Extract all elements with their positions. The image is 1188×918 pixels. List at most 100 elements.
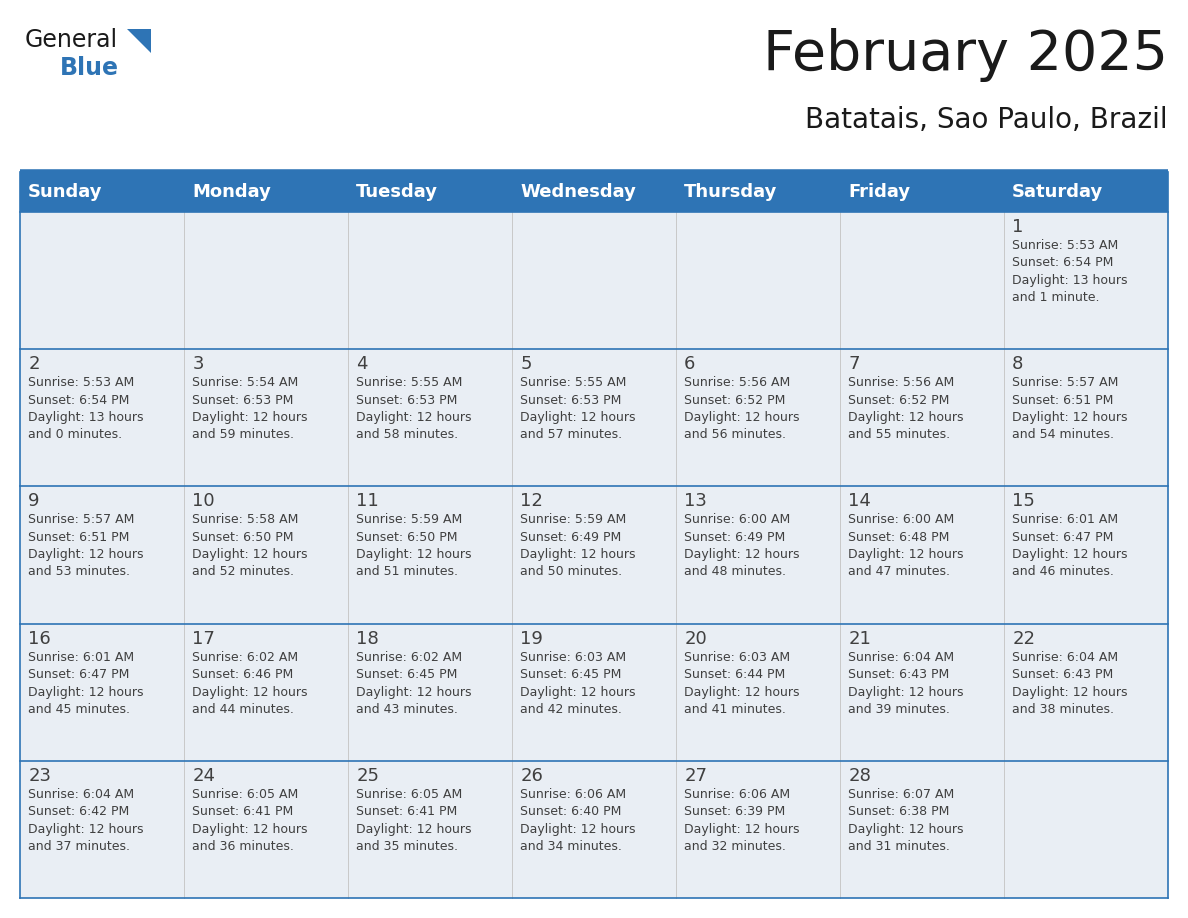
Text: Sunset: 6:42 PM: Sunset: 6:42 PM: [29, 805, 129, 818]
Text: Sunrise: 5:53 AM: Sunrise: 5:53 AM: [1012, 239, 1118, 252]
Bar: [348, 623, 512, 761]
Text: Sunrise: 6:03 AM: Sunrise: 6:03 AM: [520, 651, 626, 664]
Text: Friday: Friday: [848, 183, 910, 201]
Text: 2: 2: [29, 355, 39, 374]
Text: Daylight: 12 hours
and 55 minutes.: Daylight: 12 hours and 55 minutes.: [848, 411, 963, 442]
Text: Daylight: 12 hours
and 56 minutes.: Daylight: 12 hours and 56 minutes.: [684, 411, 800, 442]
Text: Daylight: 12 hours
and 41 minutes.: Daylight: 12 hours and 41 minutes.: [684, 686, 800, 716]
Bar: [676, 623, 840, 761]
Text: Sunrise: 5:59 AM: Sunrise: 5:59 AM: [356, 513, 462, 526]
Text: Sunrise: 5:53 AM: Sunrise: 5:53 AM: [29, 376, 134, 389]
Text: Sunrise: 5:56 AM: Sunrise: 5:56 AM: [848, 376, 954, 389]
Text: Sunset: 6:45 PM: Sunset: 6:45 PM: [356, 668, 457, 681]
Bar: [840, 623, 1004, 761]
Text: 7: 7: [848, 355, 860, 374]
Text: Daylight: 13 hours
and 0 minutes.: Daylight: 13 hours and 0 minutes.: [29, 411, 144, 442]
Text: Sunset: 6:51 PM: Sunset: 6:51 PM: [1012, 394, 1113, 407]
Text: 13: 13: [684, 492, 707, 510]
Bar: [1004, 623, 1168, 761]
Text: Batatais, Sao Paulo, Brazil: Batatais, Sao Paulo, Brazil: [805, 106, 1168, 134]
Text: Sunrise: 6:04 AM: Sunrise: 6:04 AM: [848, 651, 954, 664]
Text: Daylight: 12 hours
and 32 minutes.: Daylight: 12 hours and 32 minutes.: [684, 823, 800, 853]
Text: Daylight: 12 hours
and 43 minutes.: Daylight: 12 hours and 43 minutes.: [356, 686, 472, 716]
Text: Sunset: 6:46 PM: Sunset: 6:46 PM: [192, 668, 293, 681]
Bar: [348, 172, 512, 212]
Text: Wednesday: Wednesday: [520, 183, 636, 201]
Text: 28: 28: [848, 767, 871, 785]
Text: Sunrise: 6:06 AM: Sunrise: 6:06 AM: [520, 788, 626, 800]
Text: 26: 26: [520, 767, 543, 785]
Text: 11: 11: [356, 492, 379, 510]
Text: Sunrise: 6:03 AM: Sunrise: 6:03 AM: [684, 651, 790, 664]
Bar: [512, 212, 676, 349]
Text: Sunset: 6:49 PM: Sunset: 6:49 PM: [684, 531, 785, 543]
Bar: [184, 623, 348, 761]
Text: Sunset: 6:54 PM: Sunset: 6:54 PM: [1012, 256, 1113, 270]
Text: Sunrise: 5:59 AM: Sunrise: 5:59 AM: [520, 513, 626, 526]
Text: Sunrise: 6:05 AM: Sunrise: 6:05 AM: [356, 788, 462, 800]
Text: 10: 10: [192, 492, 215, 510]
Text: Daylight: 12 hours
and 44 minutes.: Daylight: 12 hours and 44 minutes.: [192, 686, 308, 716]
Text: 25: 25: [356, 767, 379, 785]
Text: Sunset: 6:39 PM: Sunset: 6:39 PM: [684, 805, 785, 818]
Text: 24: 24: [192, 767, 215, 785]
Text: Sunday: Sunday: [29, 183, 102, 201]
Text: 20: 20: [684, 630, 707, 647]
Text: Daylight: 12 hours
and 39 minutes.: Daylight: 12 hours and 39 minutes.: [848, 686, 963, 716]
Text: Daylight: 12 hours
and 52 minutes.: Daylight: 12 hours and 52 minutes.: [192, 548, 308, 578]
Bar: [348, 349, 512, 487]
Text: Daylight: 12 hours
and 31 minutes.: Daylight: 12 hours and 31 minutes.: [848, 823, 963, 853]
Text: General: General: [25, 28, 118, 52]
Text: 17: 17: [192, 630, 215, 647]
Text: Sunset: 6:41 PM: Sunset: 6:41 PM: [356, 805, 457, 818]
Text: Thursday: Thursday: [684, 183, 778, 201]
Bar: [20, 487, 184, 623]
Bar: [184, 487, 348, 623]
Bar: [676, 487, 840, 623]
Text: Sunrise: 5:57 AM: Sunrise: 5:57 AM: [1012, 376, 1119, 389]
Text: Daylight: 12 hours
and 34 minutes.: Daylight: 12 hours and 34 minutes.: [520, 823, 636, 853]
Bar: [840, 487, 1004, 623]
Text: Daylight: 12 hours
and 51 minutes.: Daylight: 12 hours and 51 minutes.: [356, 548, 472, 578]
Bar: [512, 761, 676, 898]
Text: 21: 21: [848, 630, 871, 647]
Bar: [512, 623, 676, 761]
Polygon shape: [127, 29, 151, 53]
Text: Daylight: 12 hours
and 48 minutes.: Daylight: 12 hours and 48 minutes.: [684, 548, 800, 578]
Bar: [676, 349, 840, 487]
Text: Daylight: 12 hours
and 37 minutes.: Daylight: 12 hours and 37 minutes.: [29, 823, 144, 853]
Bar: [840, 349, 1004, 487]
Text: Sunrise: 6:04 AM: Sunrise: 6:04 AM: [1012, 651, 1118, 664]
Text: Sunrise: 6:02 AM: Sunrise: 6:02 AM: [356, 651, 462, 664]
Text: Sunrise: 6:05 AM: Sunrise: 6:05 AM: [192, 788, 298, 800]
Text: Daylight: 12 hours
and 35 minutes.: Daylight: 12 hours and 35 minutes.: [356, 823, 472, 853]
Text: Sunset: 6:47 PM: Sunset: 6:47 PM: [1012, 531, 1113, 543]
Text: Sunrise: 6:01 AM: Sunrise: 6:01 AM: [29, 651, 134, 664]
Text: Sunset: 6:40 PM: Sunset: 6:40 PM: [520, 805, 621, 818]
Bar: [840, 761, 1004, 898]
Text: Sunrise: 5:55 AM: Sunrise: 5:55 AM: [356, 376, 462, 389]
Bar: [840, 172, 1004, 212]
Text: Daylight: 12 hours
and 59 minutes.: Daylight: 12 hours and 59 minutes.: [192, 411, 308, 442]
Bar: [184, 172, 348, 212]
Bar: [20, 623, 184, 761]
Text: 9: 9: [29, 492, 39, 510]
Bar: [348, 487, 512, 623]
Text: Sunrise: 6:06 AM: Sunrise: 6:06 AM: [684, 788, 790, 800]
Text: February 2025: February 2025: [763, 28, 1168, 82]
Bar: [348, 212, 512, 349]
Text: Sunset: 6:52 PM: Sunset: 6:52 PM: [684, 394, 785, 407]
Text: Sunset: 6:47 PM: Sunset: 6:47 PM: [29, 668, 129, 681]
Text: Daylight: 12 hours
and 46 minutes.: Daylight: 12 hours and 46 minutes.: [1012, 548, 1127, 578]
Text: 6: 6: [684, 355, 696, 374]
Text: Daylight: 12 hours
and 45 minutes.: Daylight: 12 hours and 45 minutes.: [29, 686, 144, 716]
Text: Daylight: 12 hours
and 42 minutes.: Daylight: 12 hours and 42 minutes.: [520, 686, 636, 716]
Text: Sunrise: 6:00 AM: Sunrise: 6:00 AM: [684, 513, 790, 526]
Text: 16: 16: [29, 630, 51, 647]
Bar: [184, 761, 348, 898]
Text: 15: 15: [1012, 492, 1035, 510]
Text: Daylight: 12 hours
and 50 minutes.: Daylight: 12 hours and 50 minutes.: [520, 548, 636, 578]
Bar: [184, 349, 348, 487]
Text: Sunset: 6:44 PM: Sunset: 6:44 PM: [684, 668, 785, 681]
Text: Saturday: Saturday: [1012, 183, 1104, 201]
